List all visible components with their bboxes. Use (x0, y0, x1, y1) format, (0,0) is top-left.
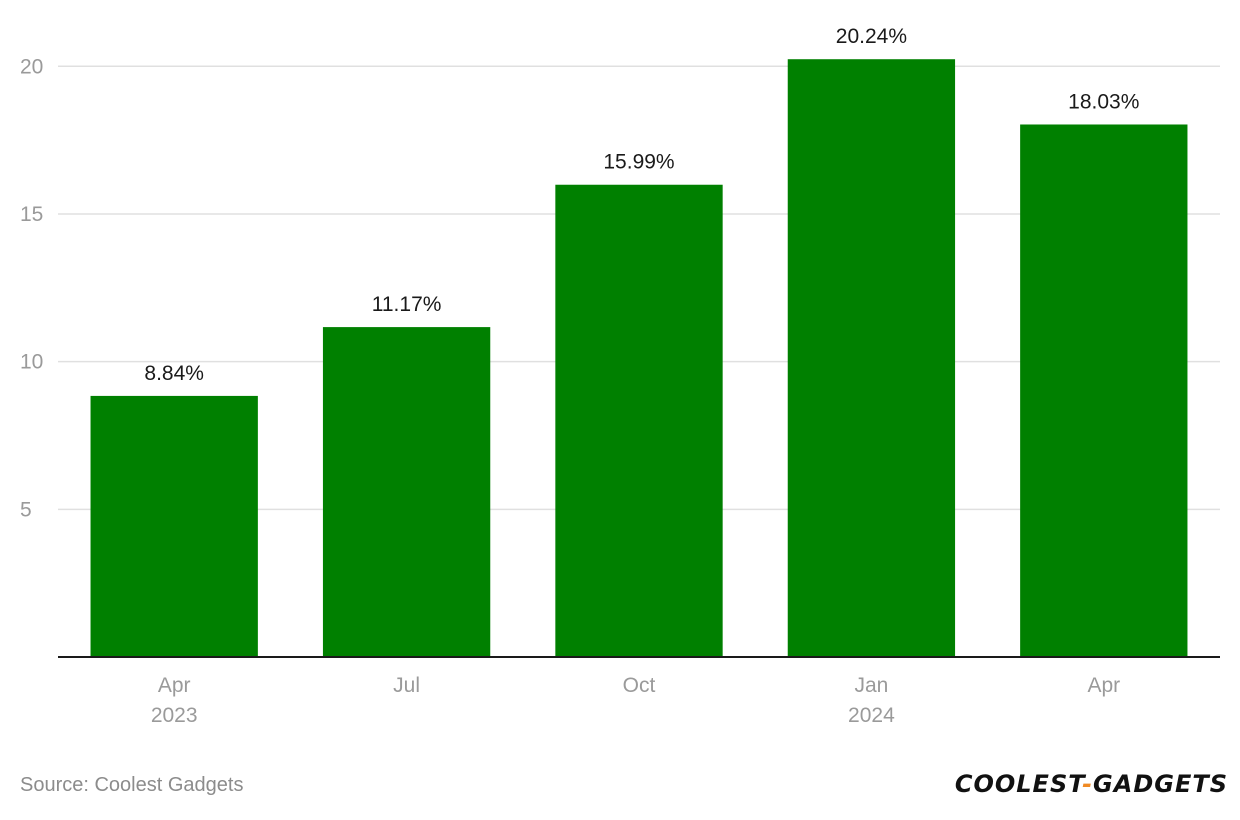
data-label: 15.99% (603, 151, 674, 174)
bar (90, 395, 258, 657)
x-tick-year-label: 2024 (848, 704, 895, 727)
y-tick-label: 15 (20, 203, 43, 226)
logo-text-left: COOLEST (954, 770, 1083, 798)
x-tick-label: Jan (854, 674, 888, 697)
bar (787, 59, 956, 658)
logo-text-right: GADGETS (1093, 770, 1228, 798)
data-label: 8.84% (144, 362, 204, 385)
data-label: 18.03% (1068, 90, 1139, 113)
data-label: 11.17% (372, 293, 442, 316)
y-tick-label: 10 (20, 351, 43, 374)
logo-dash: - (1082, 770, 1094, 798)
x-tick-year-label: 2023 (151, 704, 198, 727)
data-label: 20.24% (836, 25, 907, 48)
bar (1020, 124, 1188, 658)
x-tick-label: Apr (158, 674, 191, 697)
data-labels: 8.84% 11.17% 15.99% 20.24% 18.03% (144, 25, 1139, 385)
y-tick-label: 20 (20, 55, 43, 78)
x-tick-label: Jul (393, 674, 420, 697)
bars (90, 59, 1188, 658)
y-tick-label: 5 (20, 498, 32, 521)
brand-logo: COOLEST-GADGETS (955, 770, 1228, 798)
bar (322, 327, 491, 657)
x-axis-ticks: Apr 2023 Jul Oct Jan 2024 Apr (151, 674, 1120, 727)
bar-chart: 5 10 15 20 8.84% 11.17% 15.99% 20.24% 18.03% Ap… (20, 25, 1220, 727)
x-tick-label: Apr (1087, 674, 1120, 697)
source-note: Source: Coolest Gadgets (20, 774, 244, 796)
x-tick-label: Oct (623, 674, 656, 697)
bar (555, 184, 723, 657)
y-axis-ticks: 5 10 15 20 (20, 55, 43, 521)
